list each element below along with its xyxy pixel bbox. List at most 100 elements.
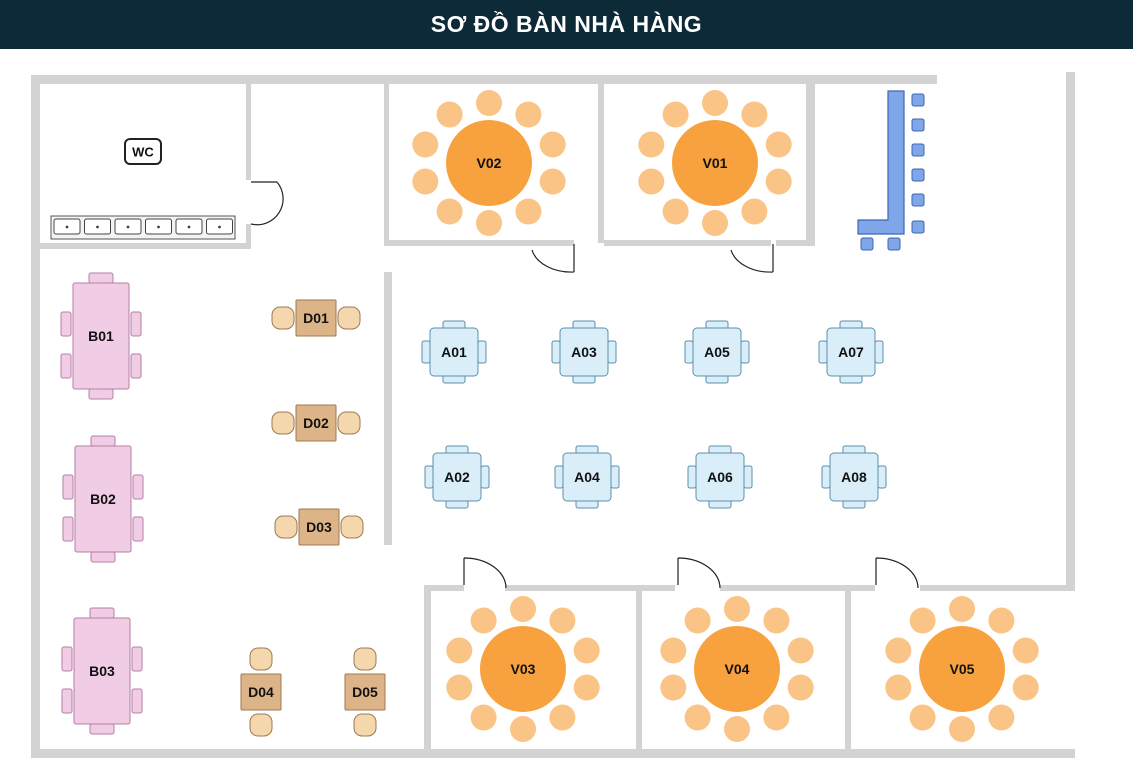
wall bbox=[1066, 72, 1075, 591]
bar-stool bbox=[911, 220, 925, 234]
chair bbox=[638, 168, 665, 195]
vip-table-v05[interactable]: V05 bbox=[885, 596, 1039, 742]
chair bbox=[88, 272, 114, 284]
chair bbox=[573, 674, 600, 701]
chair bbox=[610, 465, 620, 489]
chair bbox=[436, 101, 463, 128]
wall bbox=[31, 749, 1075, 758]
chair bbox=[421, 340, 431, 364]
vip-table-v03[interactable]: V03 bbox=[446, 596, 600, 742]
table-label: A08 bbox=[841, 469, 867, 485]
four-seat-table-a02[interactable]: A02 bbox=[424, 445, 490, 509]
chair bbox=[818, 340, 828, 364]
two-seat-table-d04[interactable]: D04 bbox=[240, 647, 282, 737]
four-seat-table-a01[interactable]: A01 bbox=[421, 320, 487, 384]
vip-table-v01[interactable]: V01 bbox=[638, 90, 792, 236]
two-seat-table-d02[interactable]: D02 bbox=[271, 404, 361, 442]
floor-plan: WC V02 V01 V03 V04 V05 B01 B02 B03 D01 D02 D03 D04 D0… bbox=[31, 72, 1075, 758]
chair bbox=[353, 647, 377, 671]
chair bbox=[61, 646, 73, 672]
chair bbox=[249, 647, 273, 671]
chair bbox=[424, 465, 434, 489]
square-table bbox=[695, 452, 745, 502]
vip-table-v04[interactable]: V04 bbox=[660, 596, 814, 742]
vip-v04-door[interactable] bbox=[677, 557, 721, 589]
chair bbox=[130, 311, 142, 337]
wall bbox=[720, 585, 875, 591]
table-label: V05 bbox=[950, 661, 975, 677]
table-label: D03 bbox=[306, 519, 332, 535]
four-seat-table-a04[interactable]: A04 bbox=[554, 445, 620, 509]
page-title: SƠ ĐỒ BÀN NHÀ HÀNG bbox=[430, 11, 703, 37]
wall bbox=[246, 224, 251, 248]
four-seat-table-a03[interactable]: A03 bbox=[551, 320, 617, 384]
chair bbox=[787, 637, 814, 664]
square-table bbox=[826, 327, 876, 377]
wall bbox=[604, 240, 771, 246]
square-table bbox=[295, 404, 337, 442]
table-label: A01 bbox=[441, 344, 467, 360]
two-seat-table-d03[interactable]: D03 bbox=[274, 508, 364, 546]
round-table bbox=[919, 626, 1005, 712]
two-seat-table-d01[interactable]: D01 bbox=[271, 299, 361, 337]
chair bbox=[741, 101, 768, 128]
chair bbox=[877, 465, 887, 489]
chair bbox=[787, 674, 814, 701]
chair bbox=[90, 551, 116, 563]
chair bbox=[476, 90, 502, 116]
chair bbox=[340, 515, 364, 539]
chair bbox=[476, 210, 502, 236]
chair bbox=[885, 674, 912, 701]
table-label: A07 bbox=[838, 344, 864, 360]
restroom-sign-icon bbox=[124, 138, 162, 165]
chair bbox=[660, 674, 687, 701]
vip-v03-door[interactable] bbox=[463, 557, 507, 589]
square-table bbox=[432, 452, 482, 502]
wall bbox=[246, 84, 251, 180]
chair bbox=[60, 353, 72, 379]
bar-counter-shape bbox=[857, 90, 905, 235]
chair bbox=[131, 646, 143, 672]
four-seat-table-a06[interactable]: A06 bbox=[687, 445, 753, 509]
wall bbox=[424, 585, 431, 750]
chair bbox=[130, 353, 142, 379]
chair bbox=[638, 131, 665, 158]
long-table-b03[interactable]: B03 bbox=[61, 607, 143, 735]
chair bbox=[131, 688, 143, 714]
sink-drain-icon bbox=[218, 225, 221, 229]
chair bbox=[909, 704, 936, 731]
round-table bbox=[446, 120, 532, 206]
vip-v02-door[interactable] bbox=[531, 244, 575, 273]
four-seat-table-a05[interactable]: A05 bbox=[684, 320, 750, 384]
chair bbox=[510, 716, 536, 742]
wall bbox=[776, 240, 815, 246]
rect-table bbox=[74, 445, 132, 553]
chair bbox=[271, 306, 295, 330]
four-seat-table-a08[interactable]: A08 bbox=[821, 445, 887, 509]
chair bbox=[353, 713, 377, 737]
wall bbox=[598, 84, 604, 243]
four-seat-table-a07[interactable]: A07 bbox=[818, 320, 884, 384]
chair bbox=[446, 674, 473, 701]
bar-stool bbox=[911, 143, 925, 157]
chair bbox=[480, 465, 490, 489]
long-table-b01[interactable]: B01 bbox=[60, 272, 142, 400]
rect-table bbox=[73, 617, 131, 725]
long-table-b02[interactable]: B02 bbox=[62, 435, 144, 563]
two-seat-table-d05[interactable]: D05 bbox=[344, 647, 386, 737]
table-label: B01 bbox=[88, 328, 114, 344]
chair bbox=[337, 306, 361, 330]
chair bbox=[1012, 637, 1039, 664]
chair bbox=[684, 340, 694, 364]
table-label: D02 bbox=[303, 415, 329, 431]
chair bbox=[539, 131, 566, 158]
vip-table-v02[interactable]: V02 bbox=[412, 90, 566, 236]
vip-v05-door[interactable] bbox=[875, 557, 919, 589]
chair bbox=[539, 168, 566, 195]
vip-v01-door[interactable] bbox=[730, 244, 774, 273]
bar-stool bbox=[887, 237, 901, 251]
table-label: A05 bbox=[704, 344, 730, 360]
chair bbox=[949, 716, 975, 742]
table-label: A06 bbox=[707, 469, 733, 485]
restroom-door[interactable] bbox=[250, 181, 284, 226]
